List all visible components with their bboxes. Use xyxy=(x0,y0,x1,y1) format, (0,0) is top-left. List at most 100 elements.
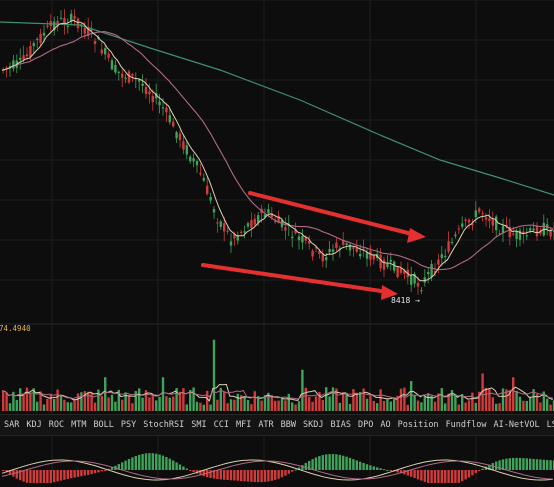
indicator-tab-mtm[interactable]: MTM xyxy=(71,420,87,430)
indicator-tab-sar[interactable]: SAR xyxy=(4,420,20,430)
macd-bar xyxy=(175,462,178,470)
indicator-tab-smi[interactable]: SMI xyxy=(191,420,207,430)
indicator-tab-roc[interactable]: ROC xyxy=(48,420,65,430)
macd-bar xyxy=(386,469,389,471)
volume-bar xyxy=(430,395,433,411)
volume-bar xyxy=(515,390,518,411)
volume-bar xyxy=(5,392,8,411)
macd-bar xyxy=(80,470,83,477)
candlestick xyxy=(508,218,511,246)
macd-bar xyxy=(39,470,42,485)
macd-bar xyxy=(124,460,127,470)
candlestick xyxy=(365,247,369,267)
volume-bar xyxy=(117,389,120,411)
macd-bar xyxy=(498,460,501,470)
macd-bar xyxy=(372,466,375,470)
candlestick xyxy=(209,192,212,204)
candlestick xyxy=(284,217,287,240)
volume-bar xyxy=(403,387,406,411)
macd-bar xyxy=(495,461,498,470)
volume-bar xyxy=(427,393,430,411)
volume-bar xyxy=(250,404,253,411)
macd-bar xyxy=(165,457,168,470)
macd-bar xyxy=(32,470,35,485)
candlestick xyxy=(212,205,216,220)
indicator-tab-position[interactable]: Position xyxy=(397,420,439,430)
indicator-tab-lsur[interactable]: LSUR xyxy=(546,420,554,430)
candlestick xyxy=(73,8,76,27)
macd-bar xyxy=(338,454,341,470)
volume-bar xyxy=(76,393,80,411)
candlestick xyxy=(165,102,168,123)
indicator-tab-boll[interactable]: BOLL xyxy=(93,420,114,430)
candlestick xyxy=(416,276,420,295)
macd-bar xyxy=(110,467,114,470)
indicator-tab-fundflow[interactable]: Fundflow xyxy=(445,420,487,430)
volume-bar xyxy=(212,339,216,411)
candlestick-series[interactable] xyxy=(2,8,554,295)
indicator-tab-bias[interactable]: BIAS xyxy=(330,420,351,430)
volume-bar xyxy=(410,381,413,411)
macd-bar xyxy=(25,470,29,483)
candlestick xyxy=(138,78,141,91)
macd-bar xyxy=(83,470,86,476)
candlestick xyxy=(206,177,209,196)
volume-bar xyxy=(505,389,508,411)
indicator-tab-atr[interactable]: ATR xyxy=(258,420,274,430)
indicator-tab-skdj[interactable]: SKDJ xyxy=(303,420,324,430)
volume-bar xyxy=(437,393,440,411)
macd-bar xyxy=(379,468,382,470)
candlestick xyxy=(467,218,471,229)
volume-bar xyxy=(464,402,467,411)
candlestick xyxy=(396,266,399,279)
volume-bar xyxy=(83,391,86,411)
macd-bar xyxy=(444,470,447,486)
indicator-tab-ao[interactable]: AO xyxy=(380,420,391,430)
macd-bar xyxy=(362,463,365,470)
volume-bar xyxy=(223,391,226,411)
volume-bar xyxy=(539,402,542,411)
macd-bar xyxy=(107,468,110,470)
volume-bar xyxy=(195,401,199,411)
indicator-tab-stochrsi[interactable]: StochRSI xyxy=(143,420,185,430)
candlestick xyxy=(93,37,97,53)
candlestick xyxy=(36,37,39,49)
candlestick xyxy=(532,222,535,232)
indicator-tab-cci[interactable]: CCI xyxy=(213,420,229,430)
macd-bar xyxy=(134,456,137,470)
macd-bar xyxy=(508,458,511,470)
macd-bar xyxy=(522,458,525,470)
indicator-tab-bbw[interactable]: BBW xyxy=(280,420,297,430)
macd-bar xyxy=(240,470,243,482)
macd-bar xyxy=(263,470,267,482)
volume-bar xyxy=(525,400,528,411)
indicator-tab-dpo[interactable]: DPO xyxy=(358,420,374,430)
candlestick xyxy=(59,10,63,21)
volume-bar xyxy=(478,391,481,411)
volume-bar xyxy=(216,399,219,411)
indicator-tab-kdj[interactable]: KDJ xyxy=(26,420,42,430)
volume-bar xyxy=(359,391,362,411)
volume-bar xyxy=(294,404,297,411)
candlestick xyxy=(216,217,219,233)
macd-bar xyxy=(382,469,386,471)
volume-bar xyxy=(423,396,426,411)
candlestick xyxy=(90,21,93,38)
candlestick xyxy=(253,213,256,227)
candlestick xyxy=(331,244,335,261)
volume-bar xyxy=(345,392,348,411)
candlestick xyxy=(195,159,199,173)
indicator-tab-mfi[interactable]: MFI xyxy=(235,420,252,430)
macd-bar xyxy=(223,470,226,480)
volume-bar xyxy=(274,400,277,411)
indicator-tab-psy[interactable]: PSY xyxy=(120,420,137,430)
volume-bar xyxy=(399,388,403,411)
candlestick xyxy=(141,74,144,93)
volume-bar xyxy=(420,402,423,411)
macd-bar xyxy=(396,470,399,473)
candlestick xyxy=(104,44,107,60)
volume-bar xyxy=(314,396,318,411)
indicator-tab-ai-netvol[interactable]: AI-NetVOL xyxy=(493,420,540,430)
